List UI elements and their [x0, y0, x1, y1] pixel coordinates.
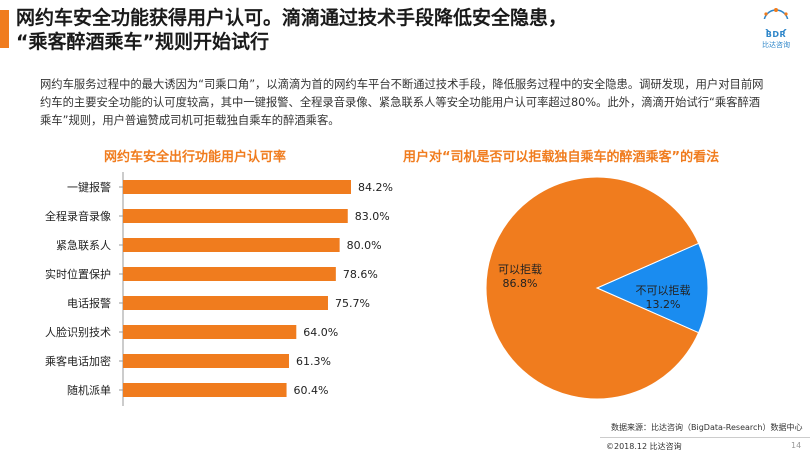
bar-category-label: 全程录音录像: [45, 209, 111, 223]
bar-category-label: 一键报警: [67, 180, 111, 194]
bar: [123, 296, 328, 310]
bar-chart-title: 网约车安全出行功能用户认可率: [104, 150, 287, 165]
description-paragraph: 网约车服务过程中的最大诱因为“司乘口角”，以滴滴为首的网约车平台不断通过技术手段…: [40, 78, 764, 127]
bar: [123, 354, 289, 368]
footer-divider: [600, 437, 810, 438]
bar-category-label: 人脸识别技术: [45, 325, 111, 339]
logo-text: BDR: [765, 30, 787, 39]
bar-value-label: 80.0%: [347, 239, 382, 252]
bar-value-label: 61.3%: [296, 355, 331, 368]
bar-value-label: 75.7%: [335, 297, 370, 310]
data-source: 数据来源：比达咨询（BigData-Research）数据中心: [611, 423, 803, 432]
bdr-logo: BDR 比达咨询: [748, 6, 804, 50]
bar-category-label: 实时位置保护: [45, 267, 111, 281]
bar: [123, 267, 336, 281]
bar-category-label: 电话报警: [67, 296, 111, 310]
copyright: ©2018.12 比达咨询: [606, 442, 682, 451]
page-title: 网约车安全功能获得用户认可。滴滴通过技术手段降低安全隐患， “乘客醉酒乘车”规则…: [16, 6, 736, 54]
title-accent-bar: [0, 10, 9, 48]
bar-value-label: 64.0%: [303, 326, 338, 339]
page-number: 14: [791, 441, 802, 450]
bar-category-label: 乘客电话加密: [45, 354, 111, 368]
bar-value-label: 83.0%: [355, 210, 390, 223]
bar-category-label: 随机派单: [67, 383, 111, 397]
logo-subtitle: 比达咨询: [762, 41, 790, 49]
pie-slice: [595, 242, 709, 334]
bar-chart: 一键报警 84.2% 全程录音录像 83.0% 紧急联系人 80.0% 实时位置保护 78.6…: [45, 172, 393, 406]
page-title-line-1: 网约车安全功能获得用户认可。滴滴通过技术手段降低安全隐患，: [16, 7, 568, 29]
pie-slice-name: 可以拒载: [498, 263, 542, 276]
bar-value-label: 84.2%: [358, 181, 393, 194]
bar: [123, 383, 287, 397]
bar: [123, 238, 340, 252]
pie-slice-value: 13.2%: [646, 298, 681, 311]
bar: [123, 325, 297, 339]
bar-value-label: 60.4%: [294, 384, 329, 397]
bar: [123, 180, 351, 194]
bar-category-label: 紧急联系人: [56, 238, 111, 252]
pie-slice: [485, 176, 700, 400]
pie-chart-title: 用户对“司机是否可以拒载独自乘车的醉酒乘客”的看法: [403, 150, 720, 165]
pie-slice-name: 不可以拒载: [636, 284, 691, 297]
pie-slice-value: 86.8%: [503, 277, 538, 290]
page-title-line-2: “乘客醉酒乘车”规则开始试行: [16, 31, 269, 53]
bar-value-label: 78.6%: [343, 268, 378, 281]
bar: [123, 209, 348, 223]
logo-mark-icon: [762, 8, 790, 35]
